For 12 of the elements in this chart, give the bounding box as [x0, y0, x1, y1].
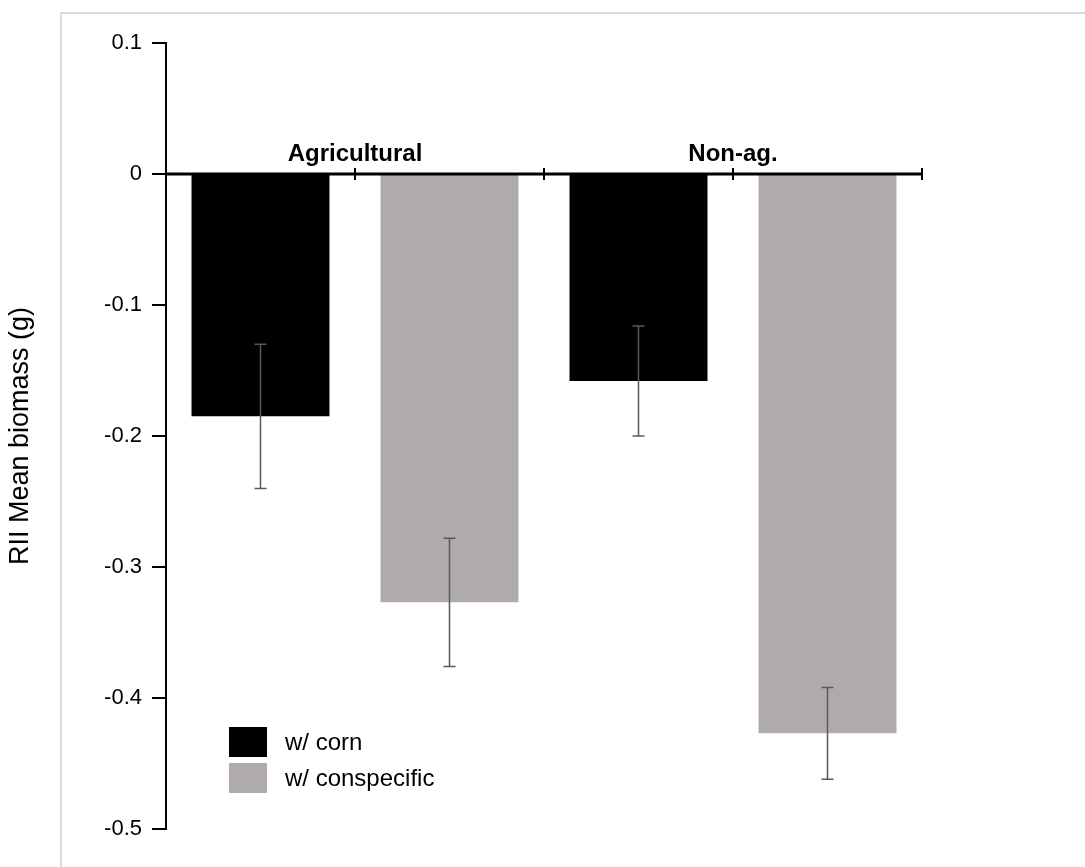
legend-label: w/ conspecific — [284, 763, 435, 791]
y-tick-label: -0.4 — [104, 684, 142, 710]
y-tick-label: 0.1 — [111, 29, 142, 55]
y-tick-label: -0.5 — [104, 815, 142, 841]
legend-label: w/ corn — [284, 727, 363, 755]
y-tick-label: -0.1 — [104, 291, 142, 317]
y-tick-label: 0 — [129, 160, 142, 186]
x-tick-label: Non-ag. — [688, 138, 778, 166]
x-tick-label: Agricultural — [287, 138, 423, 166]
y-tick-label: -0.2 — [104, 422, 142, 448]
y-tick-label: -0.3 — [104, 553, 142, 579]
y-axis-title: RII Mean biomass (g) — [3, 306, 34, 566]
